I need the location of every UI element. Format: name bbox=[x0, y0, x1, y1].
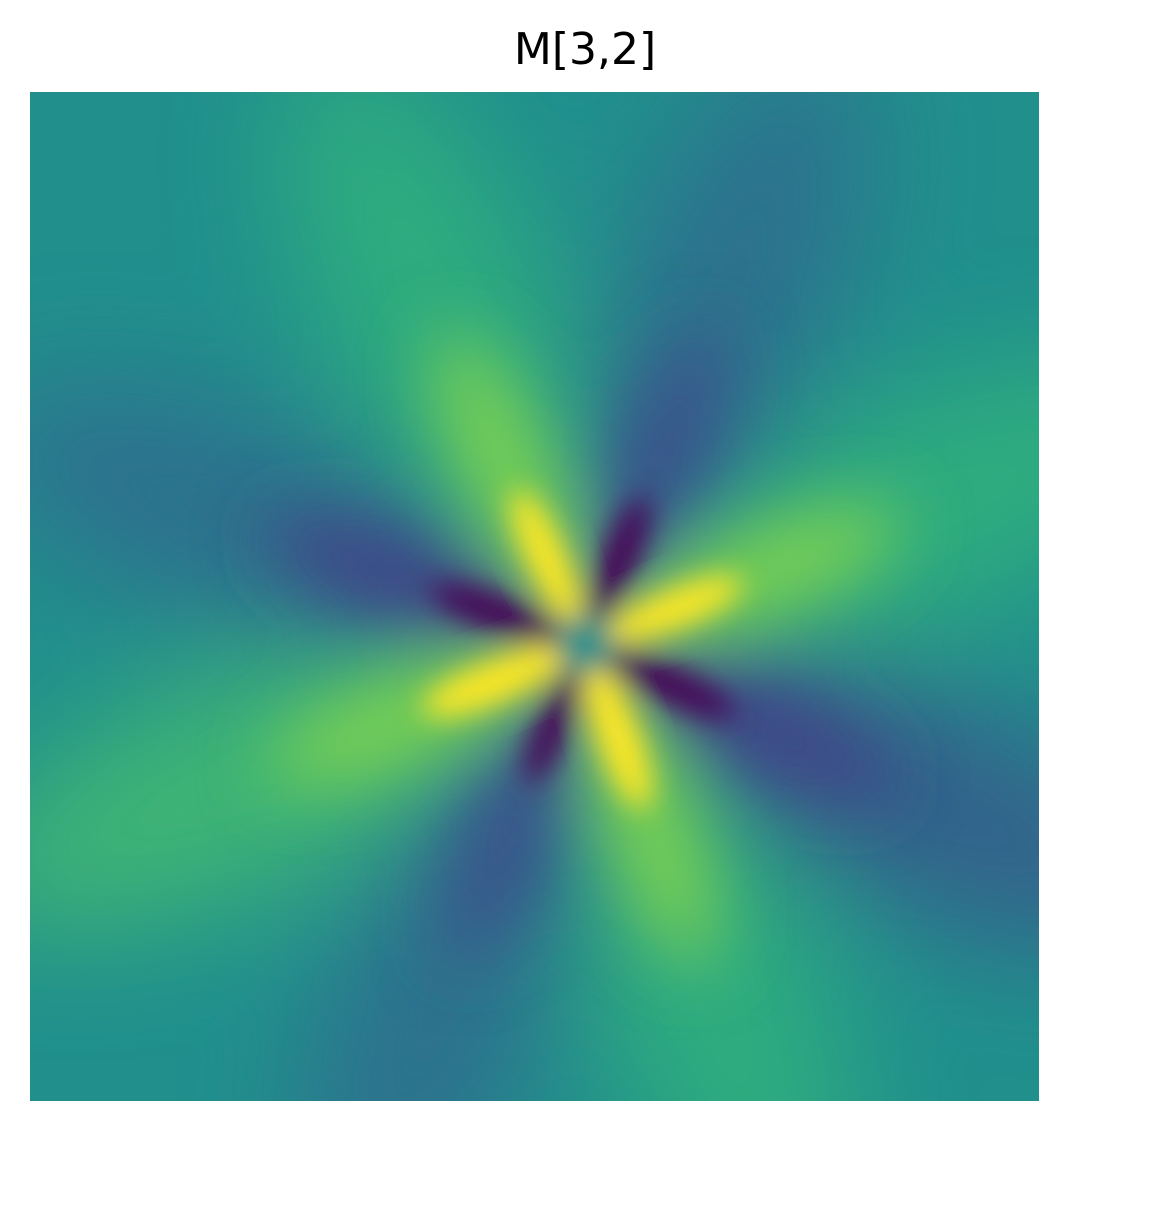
chart-title: M[3,2] bbox=[514, 24, 656, 75]
